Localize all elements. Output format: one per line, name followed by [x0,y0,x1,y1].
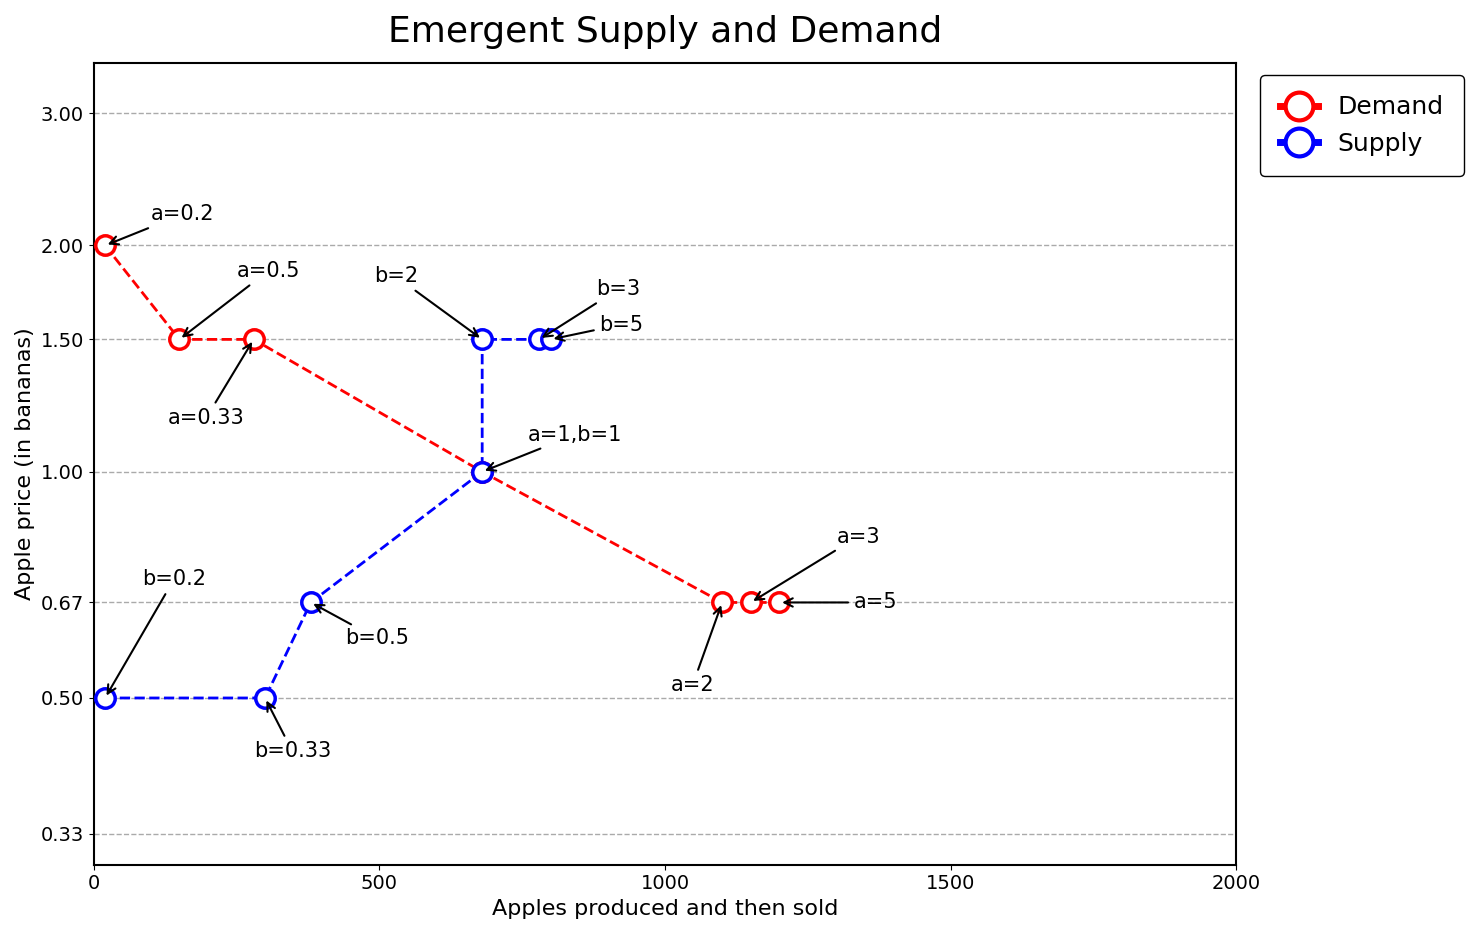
Text: b=3: b=3 [544,279,640,336]
Text: b=2: b=2 [374,266,478,336]
Legend: Demand, Supply: Demand, Supply [1260,76,1464,176]
Text: b=5: b=5 [556,315,643,341]
Text: a=0.33: a=0.33 [169,344,251,428]
Text: b=0.33: b=0.33 [253,702,331,761]
Text: a=0.5: a=0.5 [183,261,300,336]
Text: b=0.5: b=0.5 [315,605,410,648]
Text: a=2: a=2 [671,607,722,695]
Text: a=1,b=1: a=1,b=1 [487,425,623,471]
Text: a=0.2: a=0.2 [109,205,214,245]
Y-axis label: Apple price (in bananas): Apple price (in bananas) [15,328,35,601]
Text: a=3: a=3 [756,527,880,600]
Text: a=5: a=5 [784,592,898,613]
Text: b=0.2: b=0.2 [108,569,206,694]
X-axis label: Apples produced and then sold: Apples produced and then sold [493,899,839,919]
Title: Emergent Supply and Demand: Emergent Supply and Demand [387,15,942,49]
